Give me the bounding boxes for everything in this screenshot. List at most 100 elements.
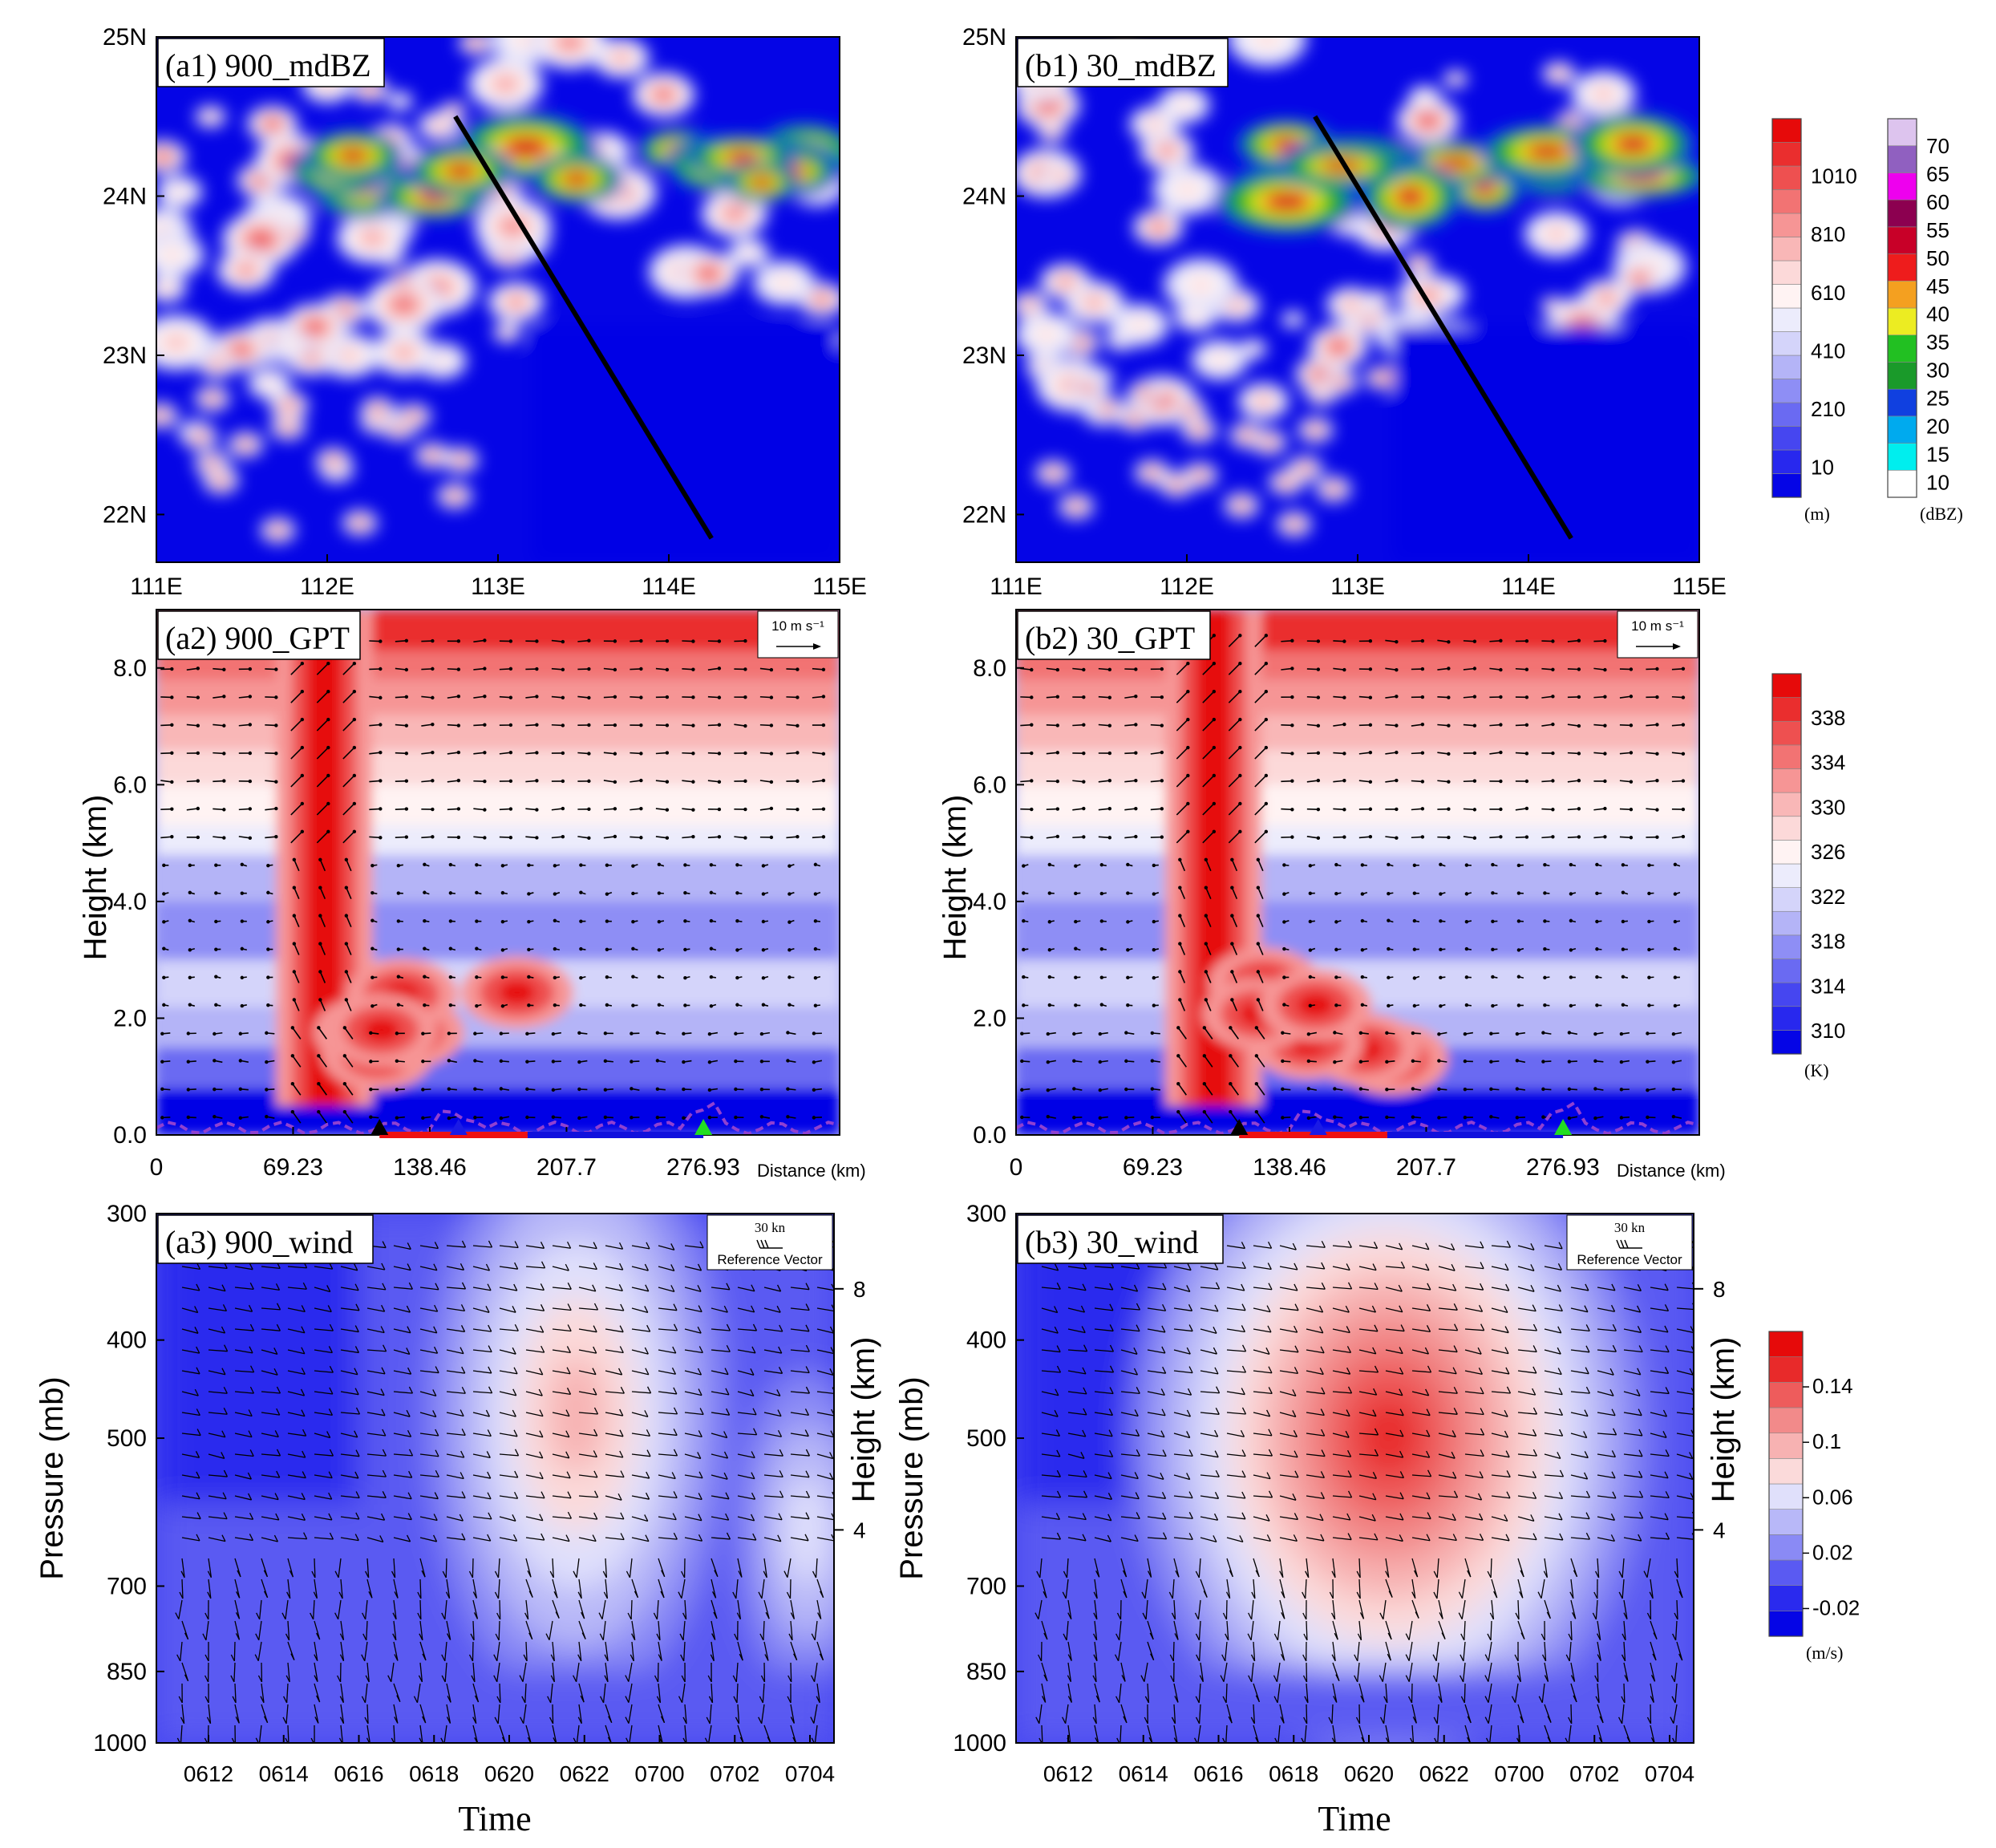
wind-vector-head [326,662,330,666]
wind-barb-feather [432,1389,437,1396]
wind-vector-head [1621,890,1626,894]
wind-vector-head [1178,942,1182,946]
wind-barb [314,1328,334,1331]
wind-barb [552,1266,569,1271]
wind-barb [658,1578,665,1599]
wind-barb [1650,1287,1669,1291]
wind-vector-head [1411,1115,1415,1119]
wind-vector [1489,752,1501,755]
wind-vector-head [1569,1003,1573,1008]
wind-vector-head [1256,886,1261,890]
wind-vector [316,747,329,760]
wind-barb [711,1516,729,1521]
reference-vector-speed: 30 kn [755,1220,786,1235]
x-tick-label: 138.46 [393,1154,467,1181]
wind-barb [815,1558,818,1578]
wind-barb [711,1328,731,1331]
location-marker [370,1119,389,1135]
wind-vector-head [500,890,505,895]
wind-barb-feather [682,1716,687,1724]
wind-vector-head [448,891,453,895]
wind-barb [261,1516,279,1521]
wind-vector-head [248,695,253,699]
wind-barb [737,1704,740,1724]
wind-barb [1120,1307,1140,1311]
wind-vector-head [404,638,409,642]
wind-vector-head [1603,667,1607,672]
wind-barb [602,1620,606,1640]
wind-barb [1491,1370,1509,1375]
wind-vector-head [1306,1116,1311,1121]
wind-vector-head [1489,1060,1493,1064]
wind-vector [1333,640,1345,642]
wind-barb [1358,1307,1376,1313]
wind-vector [344,1083,354,1096]
wind-vector-head [483,723,487,727]
reference-vector-label: 10 m s⁻¹ [771,618,824,634]
wind-barb [499,1495,518,1499]
terrain-patch [1453,77,1458,81]
terrain-patch [398,348,410,357]
wind-vector-head [318,970,322,974]
wind-barb-feather [707,1675,712,1683]
wind-barb [340,1287,359,1291]
wind-barb-feather [194,1327,199,1334]
y-tick-label: 6.0 [973,772,1006,798]
wind-barb [261,1266,281,1270]
wind-vector-head [1516,948,1521,952]
wind-vector-head [290,1109,295,1114]
terrain-patch [507,222,519,230]
wind-vector-head [1420,807,1425,811]
wind-vector-head [1551,835,1555,839]
wind-barb-feather [540,1345,545,1353]
x-tick-label: 0616 [334,1761,383,1786]
wind-vector-head [1072,1116,1076,1120]
wind-barb-feather [777,1429,783,1437]
wind-vector [1515,836,1527,838]
wind-barb [287,1453,306,1458]
wind-barb [287,1516,306,1521]
wind-barb [605,1558,607,1578]
wind-barb-feather [512,1409,516,1417]
wind-barb [1332,1266,1350,1271]
wind-vector-head [1082,806,1086,811]
theta-band [156,715,840,750]
wind-barb-feather [1399,1347,1403,1354]
wind-barb-feather [566,1241,572,1249]
wind-barb [525,1558,532,1578]
wind-vector-head [265,1060,269,1064]
wind-vector-head [796,779,800,784]
wind-vector-head [561,667,565,672]
wind-barb [472,1370,492,1374]
wind-barb [181,1370,200,1375]
wind-barb-feather [1532,1345,1537,1352]
wind-barb-feather [184,1632,189,1640]
wind-barb-feather [617,1493,622,1501]
terrain-patch [1077,341,1082,345]
wind-vector-head [657,919,662,924]
wind-barb [658,1349,676,1354]
wind-vector-head [639,836,643,840]
wind-barb-feather [567,1511,572,1519]
wind-barb [1411,1307,1431,1311]
wind-vector [1202,663,1215,675]
wind-vector-head [683,976,687,980]
wind-vector-head [1202,1082,1207,1086]
wind-barb-feather [634,1591,639,1599]
terrain-patch [1131,415,1139,421]
wind-barb-feather [1055,1263,1059,1271]
wind-barb-feather [1213,1347,1217,1355]
wind-barb-feather [362,1633,367,1641]
wind-barb [549,1620,553,1640]
wind-barb [658,1537,678,1540]
theta-field [156,610,840,1135]
wind-vector-head [431,722,435,727]
wind-vector-head [1290,835,1294,839]
wind-vector [319,887,326,900]
wind-vector-head [274,723,278,727]
wind-vector [1257,999,1264,1011]
wind-barb-feather [670,1243,675,1250]
wind-vector-head [1306,1059,1311,1064]
wind-vector [1358,752,1370,755]
wind-barb-feather [698,1305,702,1312]
